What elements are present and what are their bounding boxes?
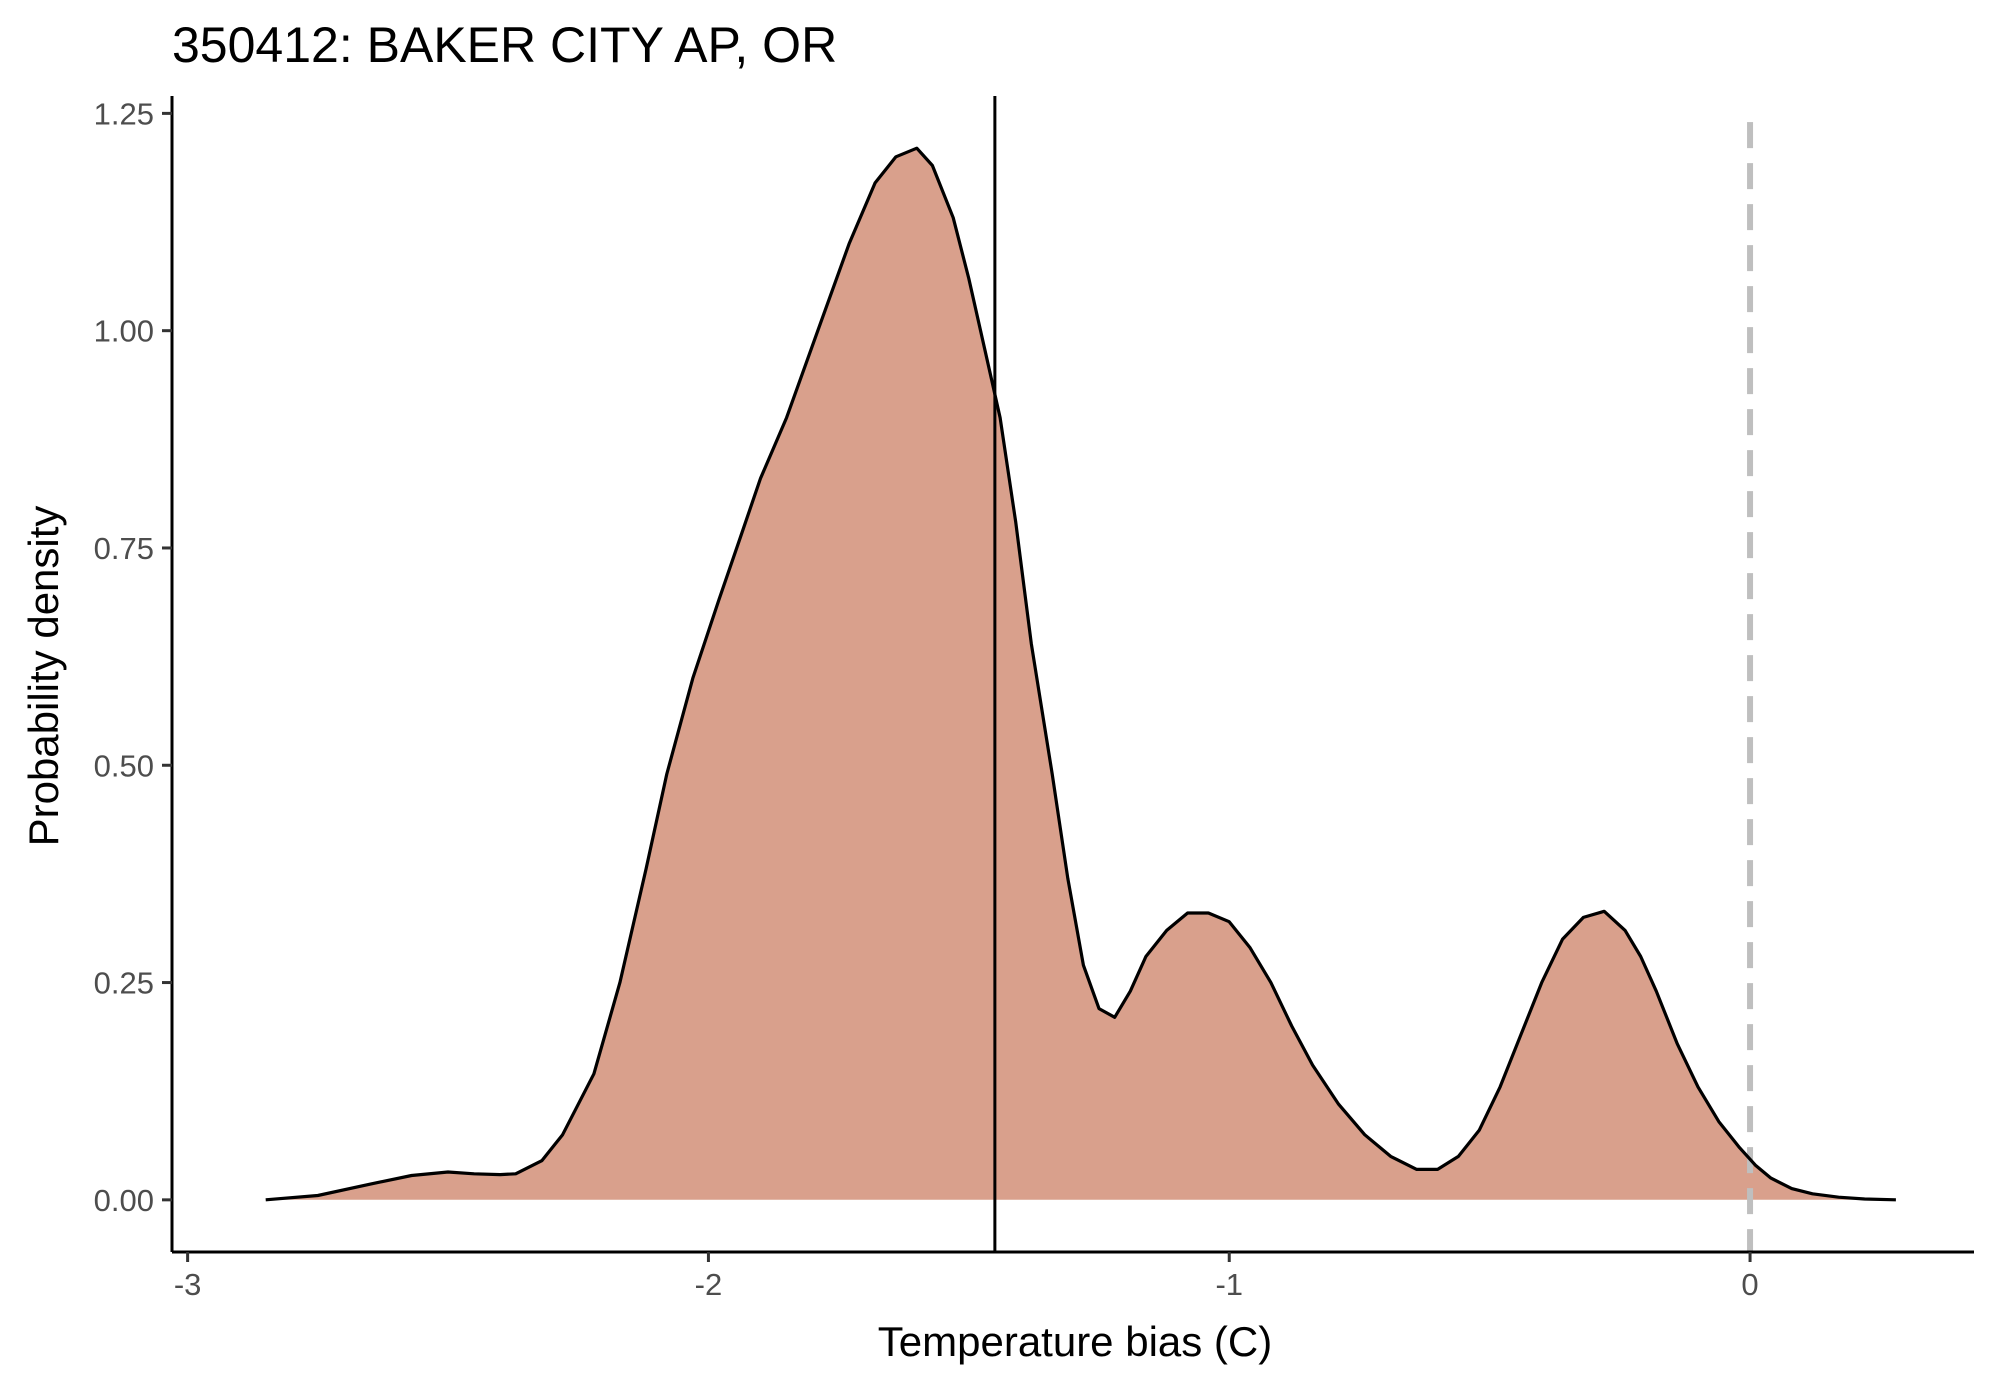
density-line	[265, 146, 1896, 1202]
chart-title: 350412: BAKER CITY AP, OR	[172, 17, 837, 73]
density-area	[265, 148, 1896, 1200]
x-tick-label: 0	[1741, 1267, 1758, 1302]
y-tick-label: 0.50	[94, 748, 154, 783]
y-tick-label: 0.75	[94, 531, 154, 566]
y-tick-label: 0.00	[94, 1183, 154, 1218]
x-tick-label: -3	[174, 1267, 202, 1302]
y-axis-title: Probability density	[20, 506, 67, 847]
x-tick-label: -2	[695, 1267, 723, 1302]
plot-area	[265, 96, 1896, 1252]
axes: 0.00 0.25 0.50 0.75 1.00 1.25 -3 -2 -1 0	[94, 96, 1974, 1302]
x-tick-label: -1	[1215, 1267, 1243, 1302]
y-tick-label: 1.00	[94, 314, 154, 349]
y-tick-label: 0.25	[94, 966, 154, 1001]
x-axis-title: Temperature bias (C)	[878, 1318, 1272, 1365]
y-tick-label: 1.25	[94, 96, 154, 131]
